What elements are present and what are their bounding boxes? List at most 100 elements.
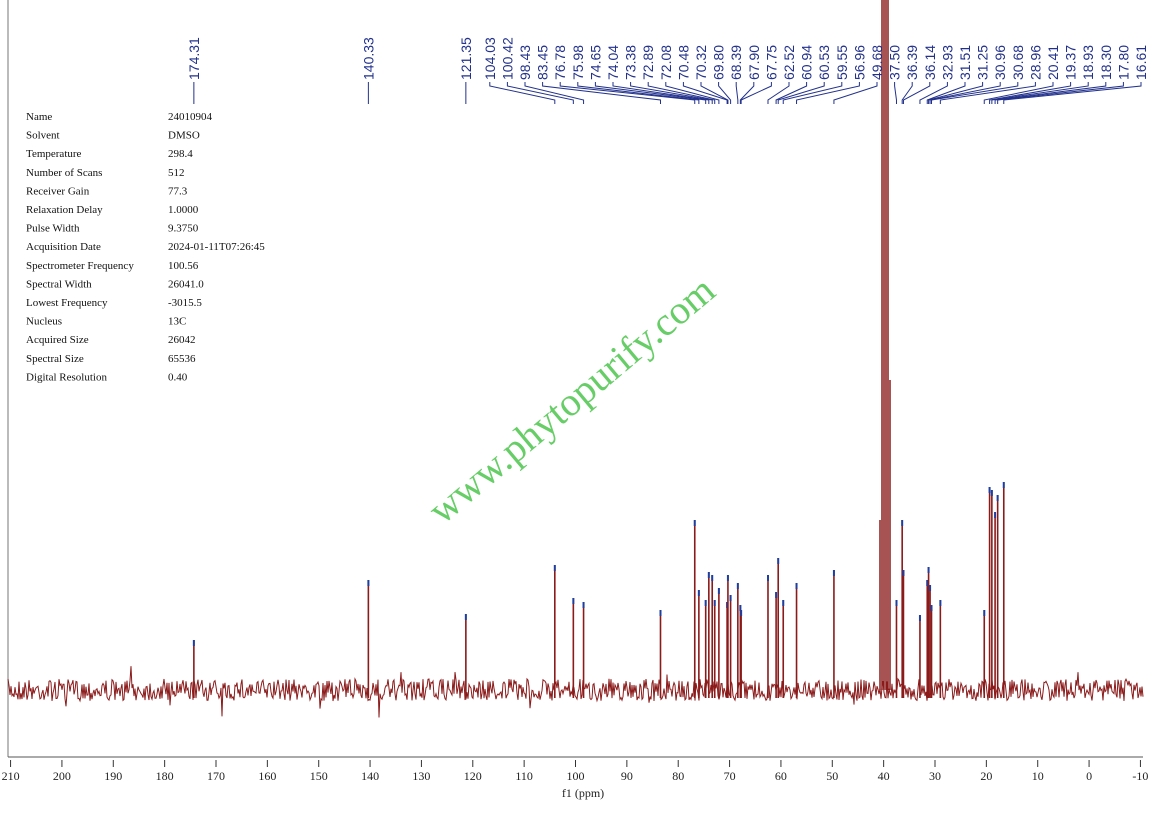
peak-connector bbox=[700, 82, 729, 104]
x-tick-label: 160 bbox=[258, 769, 276, 783]
x-axis-title: f1 (ppm) bbox=[562, 786, 604, 800]
peak-connector bbox=[782, 82, 843, 104]
peak-label: 60.94 bbox=[799, 45, 815, 80]
x-tick-label: 110 bbox=[515, 769, 533, 783]
peak-connector bbox=[919, 82, 948, 104]
peak-label: 70.48 bbox=[675, 45, 691, 80]
peak-label: 67.75 bbox=[763, 45, 779, 80]
peak-label: 31.25 bbox=[975, 45, 991, 80]
peak-label: 104.03 bbox=[482, 37, 498, 80]
param-name: Name bbox=[26, 111, 52, 123]
peak-label: 74.04 bbox=[605, 45, 621, 80]
peak-label: 49.68 bbox=[869, 45, 885, 80]
param-name: Acquired Size bbox=[26, 334, 89, 346]
watermark: www.phytopurify.com bbox=[419, 267, 723, 532]
x-tick-label: -10 bbox=[1132, 769, 1148, 783]
x-tick-label: 90 bbox=[621, 769, 633, 783]
param-value: DMSO bbox=[168, 130, 200, 142]
param-value: 24010904 bbox=[168, 111, 213, 123]
peak-connector bbox=[630, 82, 713, 104]
peak-connector bbox=[983, 82, 1054, 104]
peak-connector bbox=[524, 82, 585, 104]
peak-connector bbox=[775, 82, 808, 104]
peak-label: 36.39 bbox=[904, 45, 920, 80]
peak-connector bbox=[1003, 82, 1142, 104]
peak-label: 32.93 bbox=[939, 45, 955, 80]
peak-label: 18.30 bbox=[1098, 45, 1114, 80]
param-value: 512 bbox=[168, 167, 185, 179]
peak-connector bbox=[577, 82, 700, 104]
peak-connector bbox=[894, 82, 897, 104]
x-tick-label: 210 bbox=[2, 769, 20, 783]
peak-label: 83.45 bbox=[535, 45, 551, 80]
param-name: Spectral Size bbox=[26, 353, 84, 365]
peak-label: 59.55 bbox=[834, 45, 850, 80]
peak-connector bbox=[647, 82, 716, 104]
x-tick-label: 180 bbox=[156, 769, 174, 783]
param-value: 13C bbox=[168, 316, 186, 328]
peak-label: 17.80 bbox=[1115, 45, 1131, 80]
x-tick-label: 30 bbox=[929, 769, 941, 783]
peak-connector bbox=[506, 82, 574, 104]
peak-connector bbox=[929, 82, 1001, 104]
param-name: Number of Scans bbox=[26, 167, 102, 179]
param-name: Temperature bbox=[26, 148, 82, 160]
param-name: Nucleus bbox=[26, 316, 62, 328]
x-tick-label: 40 bbox=[878, 769, 890, 783]
peak-label: 100.42 bbox=[499, 37, 515, 80]
peak-connector bbox=[901, 82, 913, 104]
param-value: 9.3750 bbox=[168, 223, 199, 235]
peak-label: 73.38 bbox=[623, 45, 639, 80]
peak-label: 20.41 bbox=[1045, 45, 1061, 80]
peak-label: 69.80 bbox=[711, 45, 727, 80]
peak-label: 140.33 bbox=[360, 37, 376, 80]
peak-connector bbox=[665, 82, 720, 104]
peak-label: 37.50 bbox=[887, 45, 903, 80]
peak-label: 36.14 bbox=[922, 45, 938, 80]
x-tick-label: 100 bbox=[567, 769, 585, 783]
solvent-peak bbox=[879, 0, 891, 690]
peak-connector bbox=[931, 82, 1019, 104]
x-tick-label: 50 bbox=[826, 769, 838, 783]
peak-label: 56.96 bbox=[851, 45, 867, 80]
peak-connector bbox=[777, 82, 825, 104]
peak-connector bbox=[735, 82, 739, 104]
peak-label: 68.39 bbox=[728, 45, 744, 80]
peak-label: 18.93 bbox=[1080, 45, 1096, 80]
peak-connector bbox=[928, 82, 984, 104]
param-value: 26042 bbox=[168, 334, 196, 346]
peak-label: 76.78 bbox=[552, 45, 568, 80]
param-name: Solvent bbox=[26, 130, 60, 142]
peak-label: 28.96 bbox=[1027, 45, 1043, 80]
param-value: 298.4 bbox=[168, 148, 193, 160]
param-name: Lowest Frequency bbox=[26, 297, 108, 309]
param-name: Pulse Width bbox=[26, 223, 80, 235]
peak-connector bbox=[926, 82, 966, 104]
peak-label: 174.31 bbox=[186, 37, 202, 80]
peak-connector bbox=[612, 82, 710, 104]
peak-connector bbox=[902, 82, 931, 104]
peak-label: 74.65 bbox=[587, 45, 603, 80]
noise-baseline bbox=[7, 666, 1144, 718]
peak-connector bbox=[682, 82, 728, 104]
peak-label: 67.90 bbox=[746, 45, 762, 80]
param-name: Acquisition Date bbox=[26, 241, 101, 253]
peak-connector bbox=[767, 82, 790, 104]
param-value: 77.3 bbox=[168, 185, 188, 197]
peak-connector bbox=[718, 82, 732, 104]
peak-label: 70.32 bbox=[693, 45, 709, 80]
param-value: 1.0000 bbox=[168, 204, 199, 216]
peak-label: 60.53 bbox=[816, 45, 832, 80]
peak-connector bbox=[489, 82, 556, 104]
param-value: 0.40 bbox=[168, 371, 188, 383]
x-tick-label: 150 bbox=[310, 769, 328, 783]
param-value: 2024-01-11T07:26:45 bbox=[168, 241, 265, 253]
peak-connector bbox=[739, 82, 755, 104]
peak-label: 72.89 bbox=[640, 45, 656, 80]
param-name: Relaxation Delay bbox=[26, 204, 103, 216]
peak-connector bbox=[594, 82, 707, 104]
peak-connector bbox=[796, 82, 860, 104]
peak-connector bbox=[740, 82, 772, 104]
